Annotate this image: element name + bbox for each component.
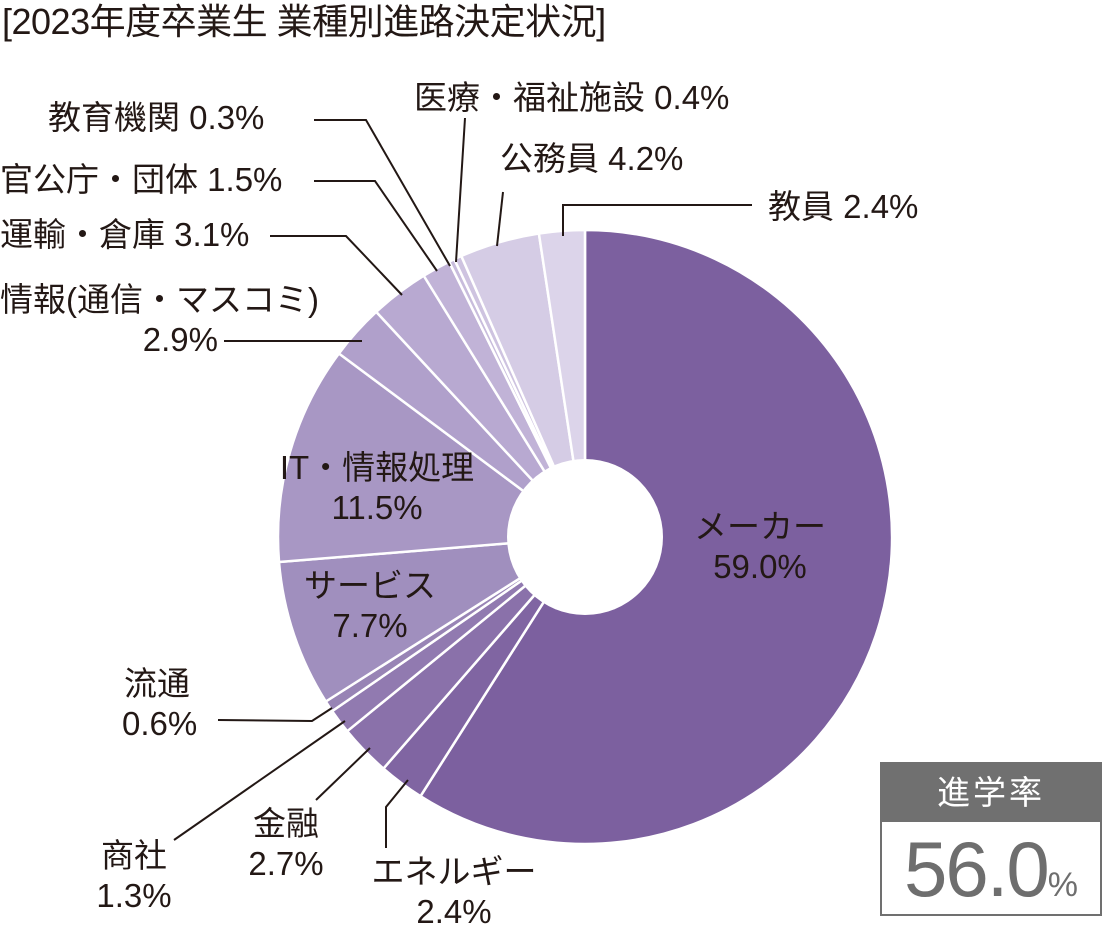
label-energy-name: エネルギー	[371, 853, 537, 890]
leader-lines	[173, 117, 752, 848]
label-media: 情報(通信・マスコミ) 2.9%	[0, 280, 334, 360]
label-eduinst: 教育機関 0.3%	[48, 99, 265, 136]
leader-eduinst	[314, 119, 451, 267]
advancement-rate-number: 56.0	[903, 825, 1050, 913]
leader-trading	[173, 720, 346, 841]
label-retail-pct: 0.6%	[122, 705, 198, 742]
chart-title: [2023年度卒業生 業種別進路決定状況]	[2, 1, 606, 42]
label-maker-pct: 59.0%	[713, 548, 807, 585]
leader-civil	[496, 191, 504, 247]
leader-finance	[315, 747, 371, 801]
advancement-rate-label: 進学率	[882, 764, 1100, 822]
label-maker: メーカー 59.0%	[690, 507, 830, 587]
leader-transport	[270, 235, 403, 296]
label-media-name: 情報(通信・マスコミ)	[0, 281, 319, 318]
label-service-name: サービス	[304, 567, 436, 604]
leader-energy	[385, 779, 409, 848]
label-it-pct: 11.5%	[331, 489, 423, 526]
donut-hole	[507, 459, 663, 615]
advancement-rate-value: 56.0%	[882, 822, 1100, 912]
label-trading: 商社 1.3%	[84, 836, 184, 916]
slice-6	[276, 352, 587, 564]
label-service-pct: 7.7%	[332, 607, 408, 644]
label-finance-name: 金融	[253, 805, 319, 842]
leader-retail	[217, 707, 333, 723]
label-medical: 医療・福祉施設 0.4%	[414, 79, 730, 116]
label-finance-pct: 2.7%	[248, 845, 324, 882]
label-retail: 流通 0.6%	[122, 664, 198, 744]
label-teacher: 教員 2.4%	[768, 188, 919, 225]
label-it: IT・情報処理 11.5%	[262, 448, 492, 528]
label-finance: 金融 2.7%	[236, 804, 336, 884]
label-transport: 運輸・倉庫 3.1%	[0, 216, 250, 253]
label-energy-pct: 2.4%	[416, 893, 492, 930]
label-trading-name: 商社	[101, 837, 167, 874]
label-govorg: 官公庁・団体 1.5%	[0, 161, 283, 198]
label-energy: エネルギー 2.4%	[364, 852, 544, 932]
leader-govorg	[314, 180, 438, 272]
label-service: サービス 7.7%	[290, 566, 450, 646]
advancement-rate-box: 進学率 56.0%	[880, 762, 1102, 916]
label-civil: 公務員 4.2%	[500, 140, 684, 177]
slice-5	[277, 535, 587, 703]
label-retail-name: 流通	[124, 665, 190, 702]
label-trading-pct: 1.3%	[96, 877, 172, 914]
label-it-name: IT・情報処理	[279, 449, 475, 486]
label-maker-name: メーカー	[694, 508, 826, 545]
leader-teacher	[562, 204, 752, 236]
label-media-pct: 2.9%	[142, 321, 218, 358]
leader-medical	[455, 117, 466, 263]
advancement-rate-unit: %	[1047, 866, 1079, 904]
